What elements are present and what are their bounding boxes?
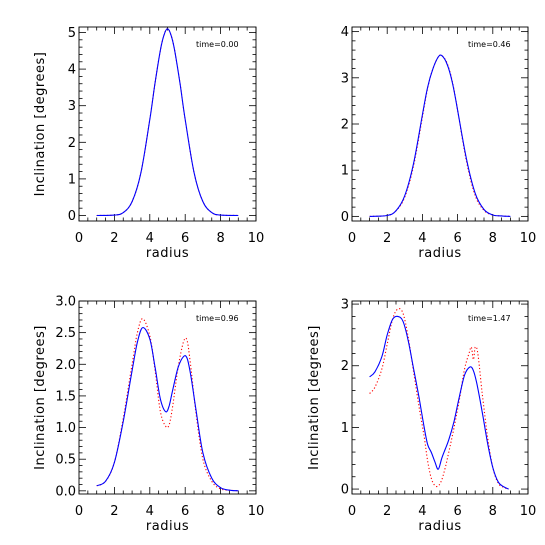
y-tick-label: 1 — [341, 164, 349, 179]
y-tick-label: 1 — [68, 172, 76, 187]
y-tick-label: 2 — [341, 118, 349, 133]
x-tick-label: 6 — [181, 504, 189, 519]
time-annotation: time=1.47 — [468, 314, 511, 323]
x-tick-label: 0 — [348, 504, 356, 519]
y-tick-label: 0.0 — [55, 484, 76, 499]
plot-frame — [78, 300, 257, 495]
x-tick-label: 4 — [146, 504, 154, 519]
y-tick-label: 2 — [68, 136, 76, 151]
x-tick-label: 10 — [520, 504, 537, 519]
series-line-solid-blue — [96, 28, 239, 217]
series-line-solid-blue — [96, 327, 239, 492]
subplot-4: 0 2 4 6 8 10 0 1 2 3 radius Inclination [degrees] ti… — [307, 298, 536, 534]
y-tick-label: 3.0 — [55, 295, 76, 310]
series-line-solid-blue — [369, 54, 511, 217]
y-tick-label: 5 — [68, 26, 76, 41]
x-tick-label: 10 — [248, 504, 265, 519]
x-tick-label: 6 — [453, 504, 461, 519]
y-tick-label: 1 — [341, 421, 349, 436]
y-tick-label: 3 — [68, 99, 76, 114]
x-tick-label: 2 — [383, 231, 391, 246]
y-tick-label: 1.5 — [55, 389, 76, 404]
y-tick-label: 2.0 — [55, 358, 76, 373]
x-tick-label: 2 — [110, 231, 118, 246]
plot-frame — [351, 26, 529, 222]
y-axis-label: Inclination [degrees] — [307, 325, 322, 470]
y-tick-label: 4 — [68, 63, 76, 78]
x-tick-label: 10 — [248, 231, 265, 246]
plot-frame — [78, 26, 257, 222]
x-tick-label: 4 — [418, 231, 426, 246]
x-tick-label: 6 — [453, 231, 461, 246]
x-tick-label: 8 — [216, 504, 224, 519]
time-annotation: time=0.96 — [196, 314, 239, 323]
x-tick-label: 10 — [520, 231, 537, 246]
y-tick-label: 1.0 — [55, 421, 76, 436]
y-axis-label: Inclination [degrees] — [33, 325, 48, 470]
x-tick-label: 4 — [146, 231, 154, 246]
x-tick-label: 8 — [216, 231, 224, 246]
series-line-dotted-red — [369, 54, 511, 217]
x-axis-label: radius — [146, 519, 189, 534]
series-line-dotted-red — [369, 308, 509, 490]
x-tick-label: 2 — [383, 504, 391, 519]
y-tick-label: 3 — [341, 298, 349, 313]
y-tick-label: 0 — [341, 210, 349, 225]
x-tick-label: 8 — [489, 504, 497, 519]
y-tick-label: 2 — [341, 359, 349, 374]
x-tick-label: 2 — [110, 504, 118, 519]
series-line-dotted-red — [96, 318, 239, 492]
y-tick-label: 0 — [68, 209, 76, 224]
x-tick-label: 0 — [75, 504, 83, 519]
time-annotation: time=0.00 — [196, 40, 239, 49]
x-tick-label: 8 — [489, 231, 497, 246]
time-annotation: time=0.46 — [468, 40, 511, 49]
y-tick-label: 3 — [341, 71, 349, 86]
x-tick-label: 0 — [75, 231, 83, 246]
y-tick-label: 2.5 — [55, 326, 76, 341]
subplot-3: 0 2 4 6 8 10 0.0 0.5 1.0 1.5 2.0 2.5 3.0 radius Inclin… — [33, 295, 264, 535]
y-tick-label: 4 — [341, 25, 349, 40]
y-axis-label: Inclination [degrees] — [33, 52, 48, 197]
x-tick-label: 6 — [181, 231, 189, 246]
series-line-solid-blue — [369, 315, 509, 490]
y-tick-label: 0 — [341, 483, 349, 498]
x-axis-label: radius — [418, 246, 461, 261]
y-tick-label: 0.5 — [55, 453, 76, 468]
x-axis-label: radius — [418, 519, 461, 534]
subplot-1: 0 2 4 6 8 10 0 1 2 3 4 5 radius Inclination [degrees]… — [33, 26, 264, 261]
x-axis-label: radius — [146, 246, 189, 261]
x-tick-label: 0 — [348, 231, 356, 246]
series-line-dotted-red — [96, 28, 239, 217]
x-tick-label: 4 — [418, 504, 426, 519]
